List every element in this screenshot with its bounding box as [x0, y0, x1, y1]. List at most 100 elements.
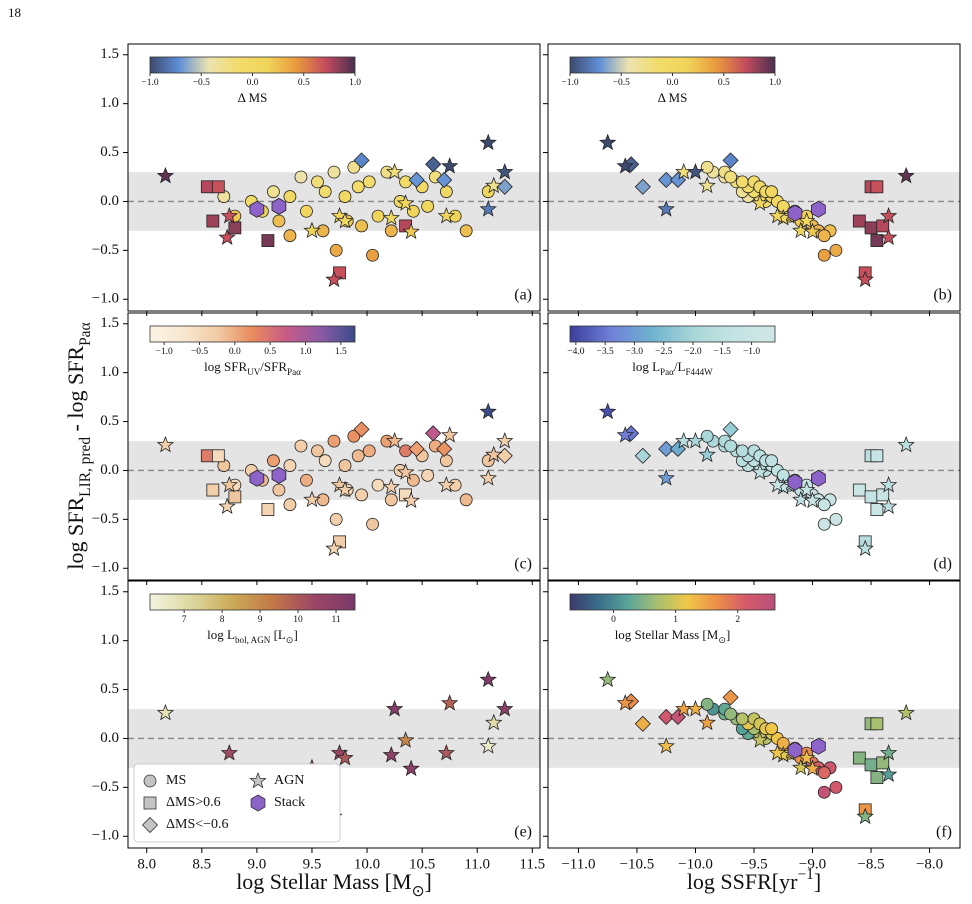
- point-star: [599, 670, 617, 688]
- point-star: [402, 759, 420, 777]
- colorbar-tick-label: −1.0: [743, 347, 760, 357]
- point-star: [496, 162, 514, 180]
- x-tick-label: 8.0: [137, 856, 156, 872]
- point-star: [686, 162, 705, 180]
- colorbar-label: log LPaα/LF444W: [632, 359, 713, 377]
- point-hexagon: [811, 200, 826, 218]
- colorbar-tick-label: 11: [331, 615, 340, 625]
- point-star: [797, 480, 816, 498]
- point-star: [768, 476, 787, 493]
- x-tick-label: −11.0: [561, 856, 595, 872]
- axes-frame: [547, 580, 961, 849]
- panel: 1.5 1.0 0.5 0.0 −0.5 −1.0 −1.0 −0.5 0.0 0.5 1.0 1.5…: [92, 312, 541, 585]
- colorbar-tick-label: −4.0: [567, 347, 584, 357]
- panel: −1.0 −0.5 0.0 0.5 1.0 Δ MS (b): [543, 43, 961, 316]
- point-star: [479, 469, 497, 486]
- x-tick-label: −8.5: [857, 856, 884, 872]
- point-diamond: [408, 440, 425, 458]
- point-diamond: [722, 421, 739, 438]
- point-circle: [765, 722, 778, 736]
- colorbar-tick-label: 0.0: [667, 78, 679, 88]
- colorbar-tick-label: −1.5: [714, 347, 731, 357]
- point-circle: [347, 160, 361, 174]
- axes-frame: [127, 580, 541, 849]
- colorbar-tick-label: 0.5: [718, 78, 730, 88]
- point-star: [156, 166, 175, 184]
- colorbar-tick-label: 1.0: [769, 78, 781, 88]
- point-circle: [459, 493, 473, 507]
- label-part: /L: [674, 359, 686, 374]
- point-circle: [399, 175, 413, 189]
- point-star: [485, 713, 503, 731]
- point-star: [336, 480, 354, 498]
- point-square: [200, 449, 214, 463]
- point-star: [803, 222, 822, 240]
- label-part: log L: [632, 359, 660, 374]
- colorbar-label: Δ MS: [238, 90, 268, 105]
- point-square: [261, 234, 275, 247]
- label-part: log SFR: [63, 497, 88, 570]
- point-hexagon: [271, 466, 287, 484]
- point-square: [228, 490, 242, 504]
- label-part: log L: [207, 627, 235, 642]
- legend-marker: [141, 816, 159, 834]
- x-tick-label: 10.5: [409, 856, 435, 872]
- point-star: [856, 807, 874, 825]
- point-circle: [439, 454, 453, 468]
- point-circle: [338, 190, 352, 203]
- panel-label: (c): [514, 556, 532, 573]
- point-diamond: [658, 708, 675, 726]
- colorbar-label: log SFRUV/SFRPaα: [204, 359, 301, 377]
- y-tick-label: 1.5: [100, 46, 119, 62]
- point-circle: [283, 459, 297, 472]
- colorbar-tick-label: 0.5: [298, 78, 310, 88]
- x-tick-label: 10.0: [354, 856, 380, 872]
- point-square: [261, 503, 275, 516]
- point-circle: [724, 170, 737, 184]
- point-square: [864, 221, 878, 235]
- point-square: [211, 449, 225, 463]
- y-tick-label: 1.0: [100, 632, 119, 648]
- point-star: [496, 699, 514, 717]
- point-star: [396, 463, 415, 480]
- point-square: [852, 214, 866, 228]
- point-star: [382, 208, 400, 226]
- point-star: [897, 166, 915, 184]
- point-star: [768, 207, 787, 224]
- y-axis-label: log SFRLIR, pred - log SFRPaα: [63, 322, 94, 569]
- point-star: [856, 539, 874, 557]
- panel-label: (e): [514, 824, 532, 841]
- point-star: [686, 431, 705, 449]
- point-star: [698, 713, 716, 731]
- point-star: [156, 435, 175, 453]
- point-star: [479, 402, 497, 420]
- point-star: [218, 228, 236, 246]
- point-star: [220, 476, 239, 493]
- point-circle: [327, 434, 341, 448]
- point-star: [496, 431, 514, 449]
- axes-frame: [547, 43, 961, 312]
- point-circle: [724, 707, 737, 721]
- legend-marker: [143, 796, 157, 810]
- point-circle: [283, 498, 297, 512]
- point-square: [876, 488, 890, 502]
- point-star: [897, 435, 915, 453]
- axes-frame: [547, 312, 961, 581]
- point-square: [876, 756, 890, 770]
- point-star: [897, 703, 915, 721]
- y-tick-label: −1.0: [92, 828, 119, 844]
- colorbar: [149, 593, 356, 611]
- point-circle: [817, 785, 831, 799]
- label-part: ]: [814, 869, 821, 894]
- y-tick-label: 1.5: [100, 315, 119, 331]
- y-tick-label: −1.0: [92, 291, 119, 307]
- point-star: [325, 270, 343, 288]
- label-part: F444W: [685, 367, 713, 377]
- point-circle: [355, 488, 368, 502]
- point-circle: [316, 224, 330, 238]
- point-hexagon: [249, 200, 265, 218]
- point-star: [402, 222, 420, 240]
- point-circle: [735, 444, 749, 458]
- point-diamond: [658, 440, 675, 458]
- point-circle: [459, 224, 473, 238]
